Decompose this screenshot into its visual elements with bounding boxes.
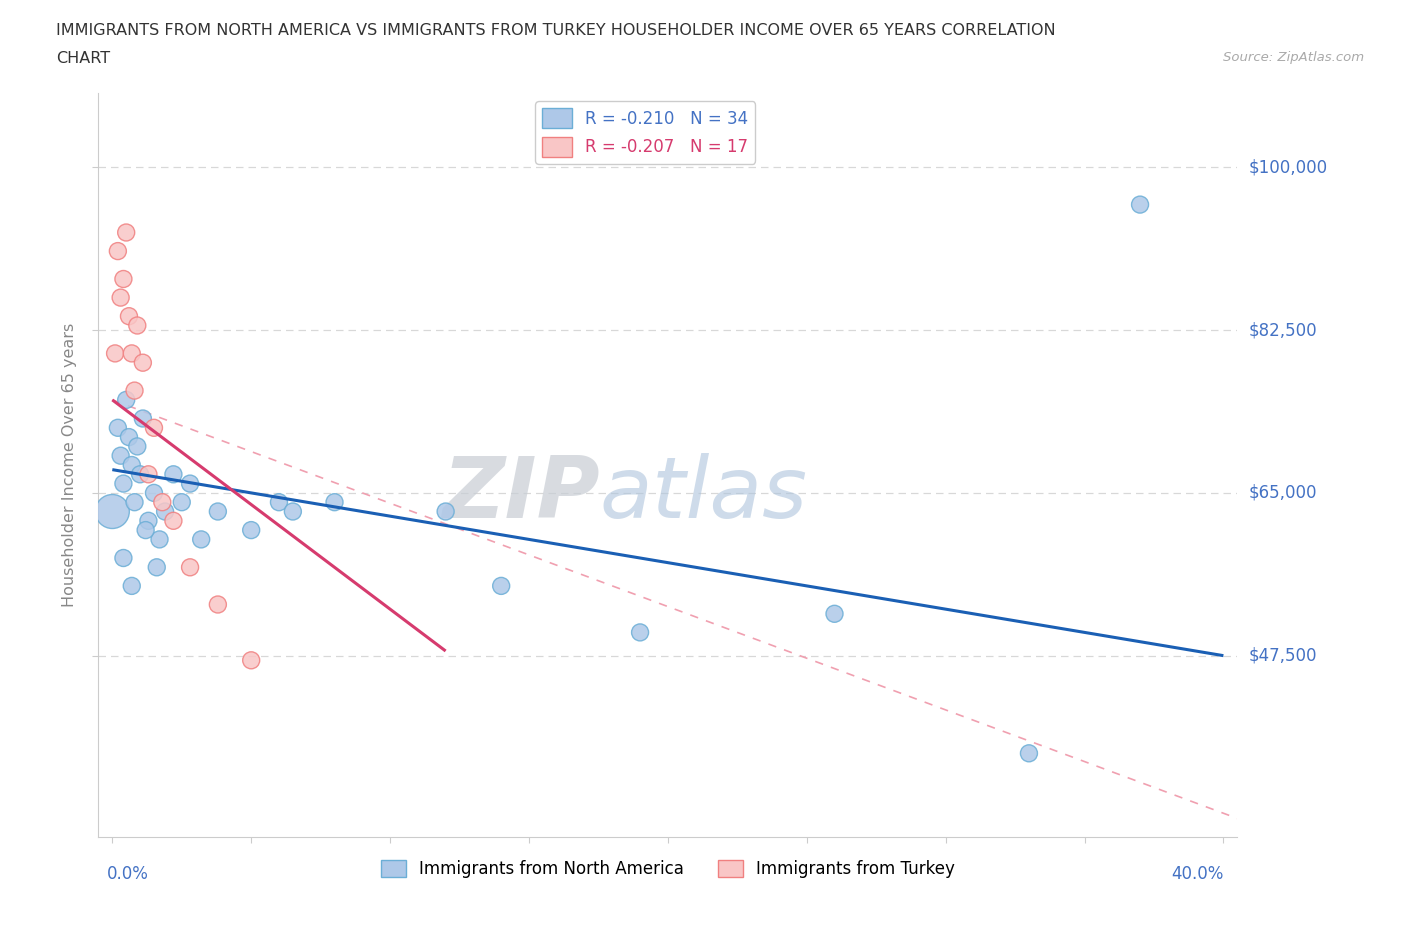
Point	[162, 513, 184, 528]
Text: 40.0%: 40.0%	[1171, 865, 1223, 883]
Point	[129, 467, 152, 482]
Point	[115, 225, 138, 240]
Point	[434, 504, 457, 519]
Point	[240, 653, 263, 668]
Point	[162, 467, 184, 482]
Y-axis label: Householder Income Over 65 years: Householder Income Over 65 years	[62, 323, 77, 607]
Text: atlas: atlas	[599, 453, 807, 537]
Point	[104, 346, 127, 361]
Point	[179, 476, 201, 491]
Text: Source: ZipAtlas.com: Source: ZipAtlas.com	[1223, 51, 1364, 64]
Point	[132, 411, 155, 426]
Point	[207, 597, 229, 612]
Point	[110, 290, 132, 305]
Point	[323, 495, 346, 510]
Legend: Immigrants from North America, Immigrants from Turkey: Immigrants from North America, Immigrant…	[374, 853, 962, 884]
Point	[824, 606, 846, 621]
Point	[1129, 197, 1152, 212]
Text: CHART: CHART	[56, 51, 110, 66]
Point	[121, 458, 143, 472]
Text: 0.0%: 0.0%	[107, 865, 149, 883]
Point	[115, 392, 138, 407]
Point	[143, 485, 166, 500]
Point	[135, 523, 157, 538]
Text: IMMIGRANTS FROM NORTH AMERICA VS IMMIGRANTS FROM TURKEY HOUSEHOLDER INCOME OVER : IMMIGRANTS FROM NORTH AMERICA VS IMMIGRA…	[56, 23, 1056, 38]
Point	[127, 318, 149, 333]
Point	[107, 244, 129, 259]
Point	[124, 383, 146, 398]
Point	[121, 346, 143, 361]
Text: $100,000: $100,000	[1249, 158, 1327, 177]
Point	[281, 504, 304, 519]
Point	[138, 513, 160, 528]
Point	[124, 495, 146, 510]
Point	[107, 420, 129, 435]
Point	[118, 309, 141, 324]
Point	[240, 523, 263, 538]
Point	[121, 578, 143, 593]
Point	[489, 578, 512, 593]
Point	[112, 551, 135, 565]
Point	[170, 495, 193, 510]
Point	[127, 439, 149, 454]
Point	[153, 504, 176, 519]
Point	[179, 560, 201, 575]
Point	[110, 448, 132, 463]
Point	[112, 476, 135, 491]
Text: $47,500: $47,500	[1249, 646, 1317, 665]
Point	[101, 504, 124, 519]
Text: ZIP: ZIP	[441, 453, 599, 537]
Point	[190, 532, 212, 547]
Point	[148, 532, 170, 547]
Text: $65,000: $65,000	[1249, 484, 1317, 502]
Point	[138, 467, 160, 482]
Point	[132, 355, 155, 370]
Point	[1018, 746, 1040, 761]
Text: $82,500: $82,500	[1249, 321, 1317, 339]
Point	[207, 504, 229, 519]
Point	[118, 430, 141, 445]
Point	[145, 560, 167, 575]
Point	[150, 495, 173, 510]
Point	[628, 625, 651, 640]
Point	[143, 420, 166, 435]
Point	[267, 495, 290, 510]
Point	[112, 272, 135, 286]
